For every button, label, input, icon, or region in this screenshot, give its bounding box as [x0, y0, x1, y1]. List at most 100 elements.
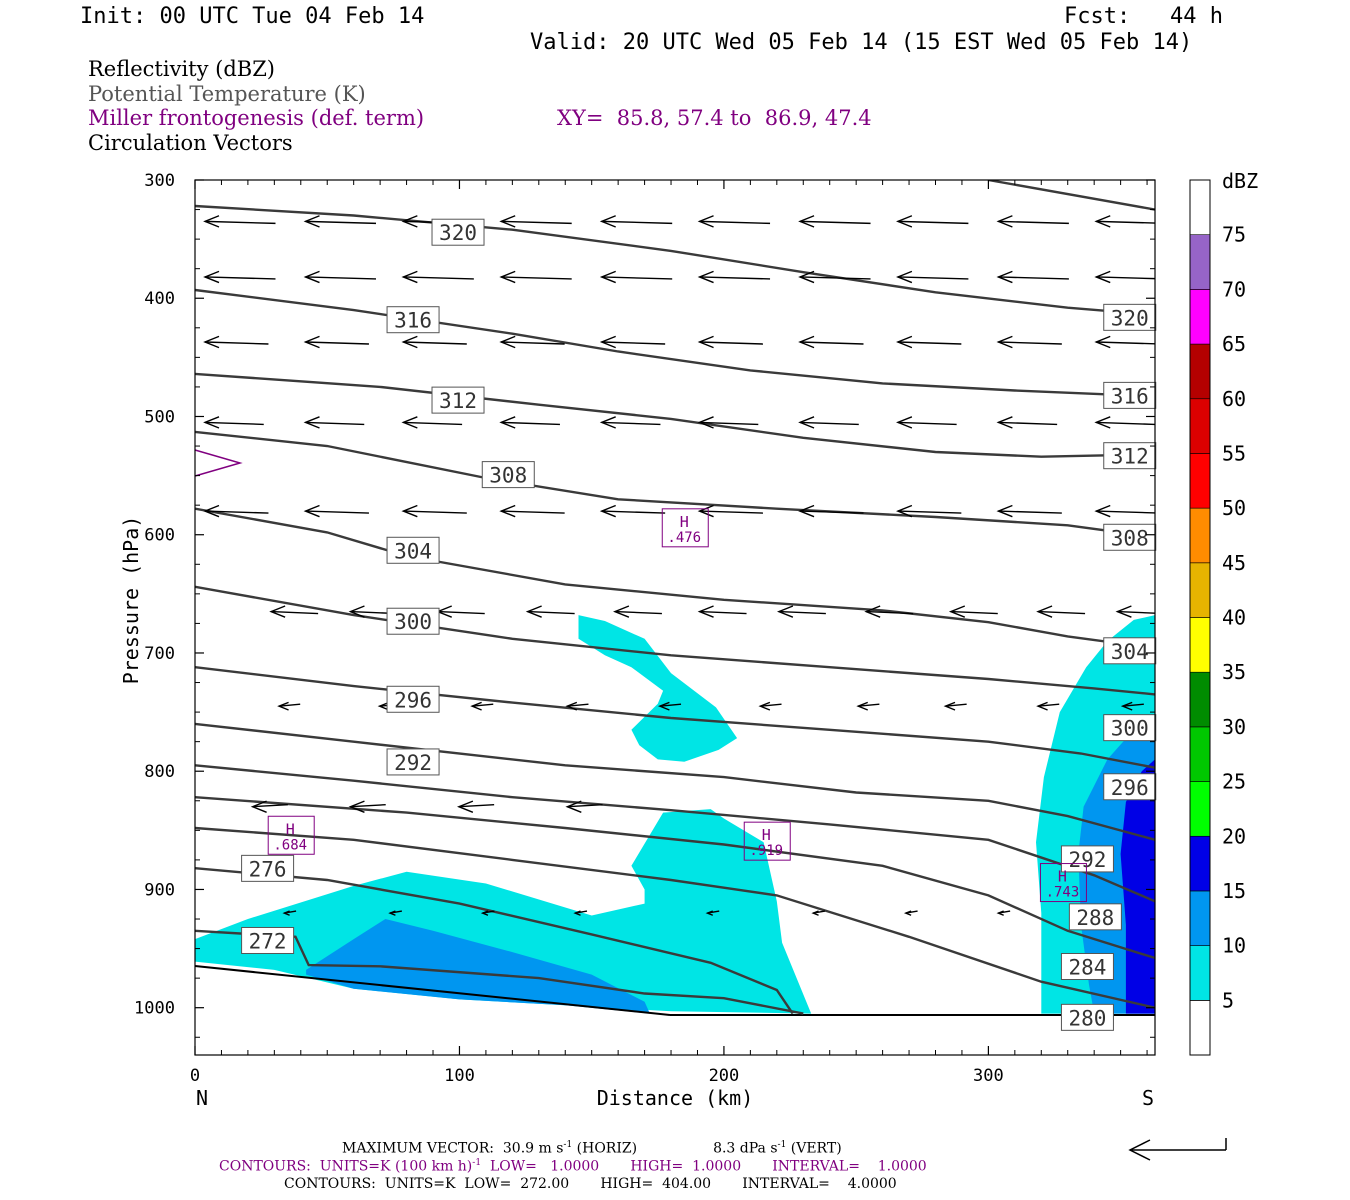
colorbar-label-50: 50 — [1222, 496, 1246, 520]
circulation-vector — [565, 701, 589, 711]
colorbar-label-30: 30 — [1222, 715, 1246, 739]
svg-text:304: 304 — [394, 539, 432, 563]
circulation-vector — [388, 910, 402, 916]
theta-label-300: 300 — [386, 607, 440, 635]
circulation-vector — [203, 504, 269, 518]
circulation-vector — [856, 701, 880, 711]
colorbar-swatch-40 — [1189, 562, 1211, 618]
theta-contour-320 — [195, 204, 1155, 316]
theta-label-292: 292 — [386, 748, 440, 776]
circulation-vector — [203, 335, 269, 349]
circulation-vector — [864, 605, 914, 618]
circulation-vector — [303, 335, 369, 349]
section-end-label: S — [1142, 1086, 1154, 1110]
theta-contour-316 — [195, 288, 1155, 398]
theta-contour-304 — [195, 507, 1155, 650]
circulation-vector — [499, 504, 565, 518]
x-axis-label: Distance (km) — [597, 1086, 754, 1110]
circulation-vector — [435, 605, 485, 618]
svg-text:304: 304 — [1111, 640, 1149, 664]
theta-label-320: 320 — [1103, 303, 1157, 331]
y-tick-label: 700 — [144, 644, 175, 664]
circulation-vector — [599, 504, 666, 518]
circulation-vector — [996, 215, 1069, 228]
theta-label-304: 304 — [386, 536, 440, 564]
circulation-vector — [250, 800, 288, 813]
circulation-vector — [1120, 701, 1144, 711]
circulation-vector — [697, 215, 771, 228]
circulation-vector — [996, 416, 1058, 429]
colorbar-swatch-15 — [1189, 835, 1211, 892]
circulation-vector — [277, 701, 301, 711]
colorbar-swatch-55 — [1189, 398, 1211, 454]
circulation-vector — [896, 416, 957, 429]
circulation-vector — [1094, 270, 1155, 284]
init-time: Init: 00 UTC Tue 04 Feb 14 — [80, 4, 425, 29]
theta-contour-308 — [195, 430, 1155, 539]
theta-label-288: 288 — [1068, 903, 1122, 931]
svg-text:H: H — [680, 513, 689, 531]
circulation-vector — [499, 335, 565, 349]
svg-text:276: 276 — [249, 857, 287, 881]
theta-label-296: 296 — [386, 685, 440, 713]
theta-label-284: 284 — [1060, 953, 1114, 980]
theta-label-272: 272 — [241, 926, 295, 954]
circulation-vector — [943, 701, 967, 711]
x-tick-label: 300 — [973, 1066, 1004, 1086]
theta-label-316: 316 — [1103, 381, 1157, 409]
y-tick-label: 800 — [144, 762, 175, 782]
circulation-vector — [203, 270, 276, 284]
circulation-vector — [697, 504, 764, 518]
theta-contour-272 — [195, 929, 804, 1015]
circulation-vector — [525, 605, 575, 618]
circulation-vector — [401, 270, 474, 284]
y-tick-label: 500 — [144, 407, 175, 427]
circulation-vector — [798, 416, 859, 429]
circulation-vector — [1094, 416, 1155, 429]
theta-label-304: 304 — [1103, 637, 1157, 665]
svg-text:320: 320 — [439, 221, 477, 245]
svg-text:.476: .476 — [667, 530, 701, 546]
svg-text:292: 292 — [1068, 848, 1106, 872]
circulation-vector — [401, 504, 467, 518]
svg-text:312: 312 — [1111, 445, 1149, 469]
circulation-vector — [599, 416, 661, 429]
circulation-vector — [401, 335, 467, 349]
dbz-region-5-1 — [578, 615, 738, 762]
field-vectors: Circulation Vectors — [88, 131, 293, 155]
circulation-vector — [401, 416, 463, 429]
svg-text:.919: .919 — [749, 843, 783, 859]
circulation-vector — [1115, 605, 1155, 618]
theta-label-308: 308 — [1103, 523, 1157, 551]
circulation-vector — [948, 605, 998, 618]
terrain-surface-line — [194, 965, 671, 1016]
field-frontogenesis: Miller frontogenesis (def. term) — [88, 106, 425, 130]
colorbar-title: dBZ — [1222, 169, 1258, 193]
svg-text:H: H — [286, 820, 295, 838]
svg-text:H: H — [1058, 868, 1067, 886]
circulation-vector — [1094, 215, 1155, 228]
y-tick-label: 900 — [144, 880, 175, 900]
x-tick-label: 200 — [709, 1066, 740, 1086]
svg-text:300: 300 — [394, 610, 432, 634]
colorbar-label-10: 10 — [1222, 934, 1246, 958]
circulation-vector — [303, 215, 377, 228]
circulation-vector — [613, 605, 662, 618]
fronto-max-684: H.684 — [267, 815, 315, 855]
theta-contour-296 — [195, 666, 1155, 769]
theta-contour-280 — [195, 826, 1155, 1009]
circulation-vector — [657, 701, 682, 711]
colorbar-swatch-45 — [1189, 507, 1211, 564]
svg-text:308: 308 — [1111, 526, 1149, 550]
circulation-vector — [1036, 701, 1060, 711]
cross-section-endpoints: XY= 85.8, 57.4 to 86.9, 47.4 — [557, 106, 872, 130]
theta-contour-312 — [195, 372, 1155, 458]
colorbar-label-35: 35 — [1222, 660, 1246, 684]
svg-text:.684: .684 — [273, 837, 307, 853]
circulation-vector — [269, 605, 319, 618]
colorbar-label-15: 15 — [1222, 879, 1246, 903]
circulation-vector — [697, 416, 759, 429]
circulation-vector — [599, 335, 666, 349]
fronto-max-743: H.743 — [1039, 863, 1087, 903]
